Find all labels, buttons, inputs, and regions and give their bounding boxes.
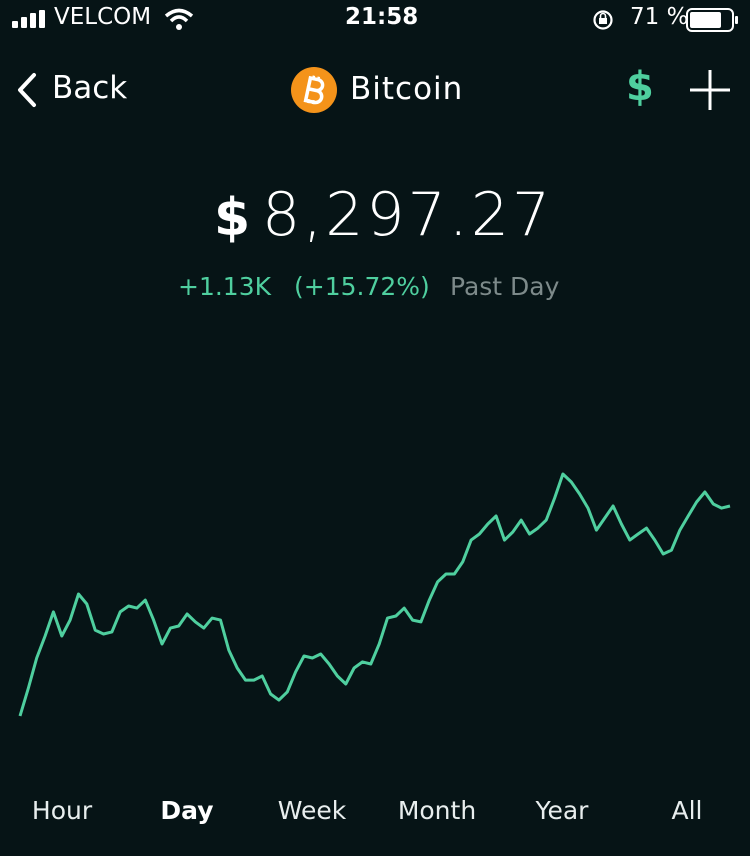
price-symbol: $ [214,188,251,248]
wifi-icon [164,8,194,30]
price-change-percent: (+15.72%) [294,272,430,301]
coin-title: Bitcoin [350,71,464,107]
signal-icon [12,10,45,28]
price-line [18,472,731,717]
clock: 21:58 [345,4,419,30]
range-tab[interactable]: Year [535,796,589,825]
battery-text: 71 % [630,4,689,30]
price-change: +1.13K [178,272,272,301]
back-chevron[interactable] [14,72,40,108]
range-tab[interactable]: Week [277,796,347,825]
carrier: VELCOM [54,4,152,30]
rotation-lock-icon [593,10,613,30]
range-tab[interactable]: Hour [31,796,93,825]
bitcoin-logo [291,67,337,113]
price-value: 8,297.27 [262,180,554,250]
battery-icon [686,8,738,32]
period-label: Past Day [450,272,560,301]
range-tab[interactable]: All [671,796,703,825]
range-tab[interactable]: Month [397,796,477,825]
back-button[interactable]: Back [52,70,128,106]
currency-toggle[interactable]: $ [626,64,654,110]
add-button[interactable] [688,68,732,112]
range-tab-selected[interactable]: Day [160,796,214,825]
